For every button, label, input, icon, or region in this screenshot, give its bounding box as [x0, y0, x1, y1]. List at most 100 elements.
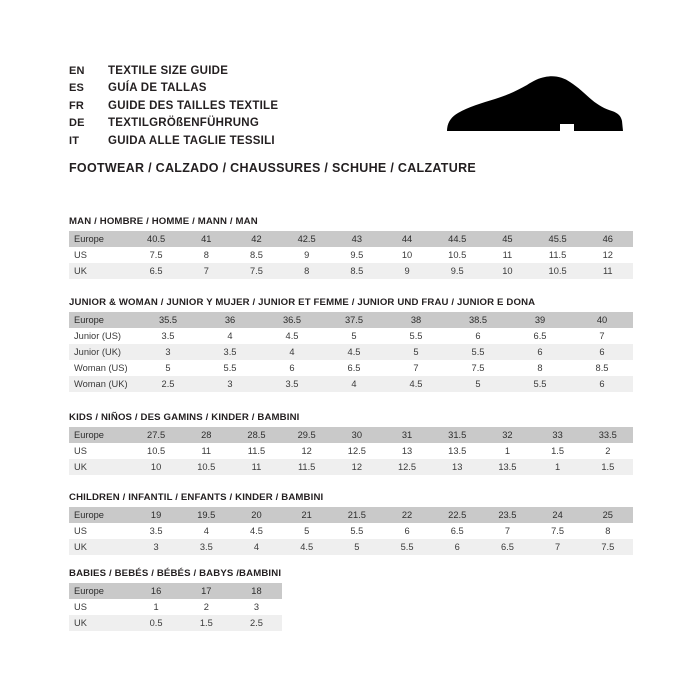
size-cell: 6 [447, 328, 509, 344]
size-cell: 19.5 [181, 507, 232, 523]
size-cell: 44 [381, 231, 433, 247]
size-cell: 40.5 [131, 231, 182, 247]
size-cell: 6 [571, 344, 633, 360]
size-cell: 12 [582, 247, 633, 263]
size-cell: 46 [582, 231, 633, 247]
size-cell: 1.5 [181, 615, 232, 631]
size-cell: 29.5 [281, 427, 332, 443]
size-cell: 7.5 [532, 523, 583, 539]
row-label: UK [69, 263, 131, 279]
size-cell: 9.5 [331, 247, 382, 263]
size-cell: 7.5 [447, 360, 509, 376]
section-kids: KIDS / NIÑOS / DES GAMINS / KINDER / BAM… [69, 412, 633, 475]
section-title: KIDS / NIÑOS / DES GAMINS / KINDER / BAM… [69, 412, 300, 423]
table-header-row: Europe 27.5 28 28.5 29.5 30 31 31.5 32 33 33.5 [69, 427, 633, 443]
size-cell: 1.5 [532, 443, 583, 459]
size-cell: 9.5 [432, 263, 483, 279]
size-cell: 6.5 [509, 328, 571, 344]
section-title: JUNIOR & WOMAN / JUNIOR Y MUJER / JUNIOR… [69, 297, 536, 308]
size-cell: 11 [582, 263, 633, 279]
size-cell: 13 [381, 443, 433, 459]
size-cell: 4.5 [231, 523, 282, 539]
size-cell: 8 [509, 360, 571, 376]
row-label: US [69, 523, 131, 539]
size-cell: 40 [571, 312, 633, 328]
size-cell: 19 [131, 507, 182, 523]
row-label: Europe [69, 507, 131, 523]
size-cell: 45 [482, 231, 533, 247]
size-cell: 1 [131, 599, 182, 615]
row-label: US [69, 247, 131, 263]
row-label: Europe [69, 427, 131, 443]
size-table: Europe 19 19.5 20 21 21.5 22 22.5 23.5 24 25 US 3.5 4… [69, 507, 633, 555]
size-cell: 6 [571, 376, 633, 392]
size-cell: 1.5 [582, 459, 633, 475]
size-cell: 4 [231, 539, 282, 555]
size-cell: 38.5 [447, 312, 509, 328]
size-cell: 42 [231, 231, 282, 247]
size-cell: 6 [261, 360, 323, 376]
size-cell: 4.5 [323, 344, 385, 360]
size-table: Europe 35.5 36 36.5 37.5 38 38.5 39 40 Junior (US… [69, 312, 633, 392]
row-label: UK [69, 615, 131, 631]
row-label: Europe [69, 312, 137, 328]
size-cell: 10.5 [432, 247, 483, 263]
language-title-list: EN TEXTILE SIZE GUIDE ES GUÍA DE TALLAS FR GU… [69, 63, 449, 150]
table-row: US 10.5 11 11.5 12 12.5 13 13.5 1 1.5 2 [69, 443, 633, 459]
language-row: FR GUIDE DES TAILLES TEXTILE [69, 98, 449, 115]
size-cell: 8 [281, 263, 332, 279]
size-cell: 11 [181, 443, 232, 459]
size-cell: 38 [385, 312, 447, 328]
section-title: BABIES / BEBÉS / BÉBÉS / BABYS /BAMBINI [69, 568, 282, 579]
size-cell: 43 [331, 231, 382, 247]
size-cell: 12 [331, 459, 382, 475]
size-cell: 41 [181, 231, 232, 247]
table-row: UK 10 10.5 11 11.5 12 12.5 13 13.5 1 1.5 [69, 459, 633, 475]
size-cell: 7.5 [131, 247, 182, 263]
size-cell: 4 [199, 328, 261, 344]
language-title: TEXTILGRÖßENFÜHRUNG [108, 117, 260, 130]
size-cell: 4 [181, 523, 232, 539]
table-row: Junior (US) 3.5 4 4.5 5 5.5 6 6.5 7 [69, 328, 633, 344]
size-cell: 18 [231, 583, 282, 599]
language-row: ES GUÍA DE TALLAS [69, 80, 449, 97]
size-cell: 3 [199, 376, 261, 392]
size-cell: 33 [532, 427, 583, 443]
size-cell: 6.5 [482, 539, 533, 555]
size-cell: 39 [509, 312, 571, 328]
size-cell: 7 [571, 328, 633, 344]
table-row: UK 6.5 7 7.5 8 8.5 9 9.5 10 10.5 11 [69, 263, 633, 279]
size-cell: 8.5 [571, 360, 633, 376]
section-title: MAN / HOMBRE / HOMME / MANN / MAN [69, 216, 258, 227]
size-cell: 2.5 [137, 376, 199, 392]
row-label: US [69, 443, 131, 459]
language-title: GUÍA DE TALLAS [108, 82, 207, 95]
language-code: ES [69, 82, 85, 95]
size-cell: 7 [385, 360, 447, 376]
row-label: UK [69, 539, 131, 555]
table-row: Junior (UK) 3 3.5 4 4.5 5 5.5 6 6 [69, 344, 633, 360]
size-cell: 5.5 [509, 376, 571, 392]
size-cell: 11.5 [231, 443, 282, 459]
size-cell: 13 [432, 459, 483, 475]
size-cell: 3 [137, 344, 199, 360]
language-code: DE [69, 117, 85, 130]
size-cell: 32 [482, 427, 533, 443]
table-row: US 1 2 3 [69, 599, 282, 615]
size-cell: 10 [131, 459, 182, 475]
size-cell: 5 [385, 344, 447, 360]
size-cell: 8.5 [231, 247, 282, 263]
size-cell: 9 [381, 263, 433, 279]
size-cell: 2.5 [231, 615, 282, 631]
size-cell: 3.5 [199, 344, 261, 360]
size-cell: 2 [181, 599, 232, 615]
row-label: Junior (UK) [69, 344, 137, 360]
row-label: UK [69, 459, 131, 475]
size-cell: 0.5 [131, 615, 182, 631]
size-cell: 24 [532, 507, 583, 523]
size-cell: 33.5 [582, 427, 633, 443]
size-cell: 11 [231, 459, 282, 475]
size-cell: 8 [181, 247, 232, 263]
language-row: DE TEXTILGRÖßENFÜHRUNG [69, 115, 449, 132]
